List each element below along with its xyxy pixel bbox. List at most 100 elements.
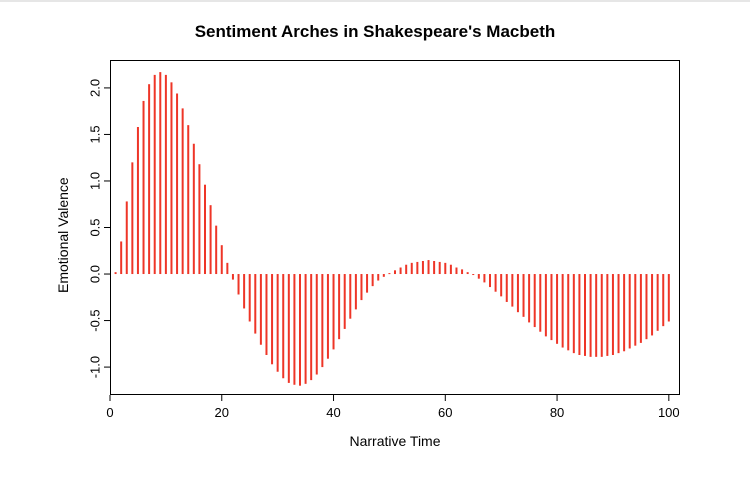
bar [511,274,513,307]
bar [523,274,525,317]
bar [305,274,307,384]
bar [159,72,161,274]
bar [455,268,457,275]
page-root: { "title": { "text": "Sentiment Arches i… [0,0,750,500]
bar [249,274,251,321]
bar [534,274,536,327]
bar [500,274,502,296]
bar [366,274,368,293]
bar [411,263,413,274]
bar [338,274,340,339]
bar [461,269,463,274]
bar [226,263,228,274]
bar [606,274,608,356]
bar [422,261,424,274]
bar [243,274,245,308]
bar [176,94,178,275]
bar [467,272,469,274]
bar [562,274,564,348]
bar [623,274,625,351]
x-tick-label: 40 [319,405,349,420]
bar [210,205,212,274]
bar [651,274,653,335]
bar [517,274,519,312]
bar [439,262,441,274]
bar [388,273,390,274]
bar [260,274,262,345]
bar [590,274,592,357]
bar [182,108,184,274]
bar [316,274,318,375]
bar [595,274,597,357]
bar [115,272,117,274]
bar [584,274,586,356]
x-tick-label: 20 [207,405,237,420]
x-axis-label: Narrative Time [110,433,680,449]
y-tick-label: -1.0 [87,356,102,378]
bar [137,127,139,274]
bar [539,274,541,332]
y-tick-label: -0.5 [87,309,102,331]
bar [383,274,385,277]
bar [567,274,569,350]
bar [204,185,206,274]
y-tick-label: 2.0 [87,79,102,97]
bar [618,274,620,353]
bar [238,274,240,294]
y-axis-label: Emotional Valence [55,177,71,293]
bar [629,274,631,348]
bar [154,75,156,274]
bar [221,245,223,274]
bar [550,274,552,340]
bar [349,274,351,319]
bar [668,274,670,321]
bar [634,274,636,346]
x-tick-label: 100 [654,405,684,420]
bar [120,241,122,274]
bar [372,274,374,286]
bar [489,274,491,287]
bar [545,274,547,336]
bar [327,274,329,359]
y-tick-label: 0.0 [87,265,102,283]
bar [232,274,234,280]
bar [299,274,301,386]
bar [472,274,474,275]
bar [556,274,558,344]
bar [450,265,452,274]
bar [400,268,402,275]
bar [310,274,312,380]
bar [433,261,435,274]
bar [416,262,418,274]
bar [254,274,256,334]
bar [198,164,200,274]
bar [360,274,362,300]
bar [444,263,446,274]
bar [645,274,647,339]
bar [640,274,642,343]
bar [321,274,323,367]
bar [215,226,217,274]
bar [612,274,614,355]
bar [601,274,603,357]
bar [377,274,379,281]
bar [573,274,575,353]
bar [405,265,407,274]
y-tick-label: 1.0 [87,172,102,190]
bar [131,162,133,274]
bar [187,125,189,274]
x-tick-label: 0 [95,405,125,420]
bar [193,144,195,274]
bar [478,274,480,279]
bar [657,274,659,331]
sentiment-chart: -1.0-0.50.00.51.01.52.0 [0,0,750,500]
bar [428,260,430,274]
bar [165,75,167,274]
bar [288,274,290,383]
bar [170,82,172,274]
bar [483,274,485,282]
bar [271,274,273,364]
bar [578,274,580,355]
bar [528,274,530,322]
bar [394,270,396,274]
